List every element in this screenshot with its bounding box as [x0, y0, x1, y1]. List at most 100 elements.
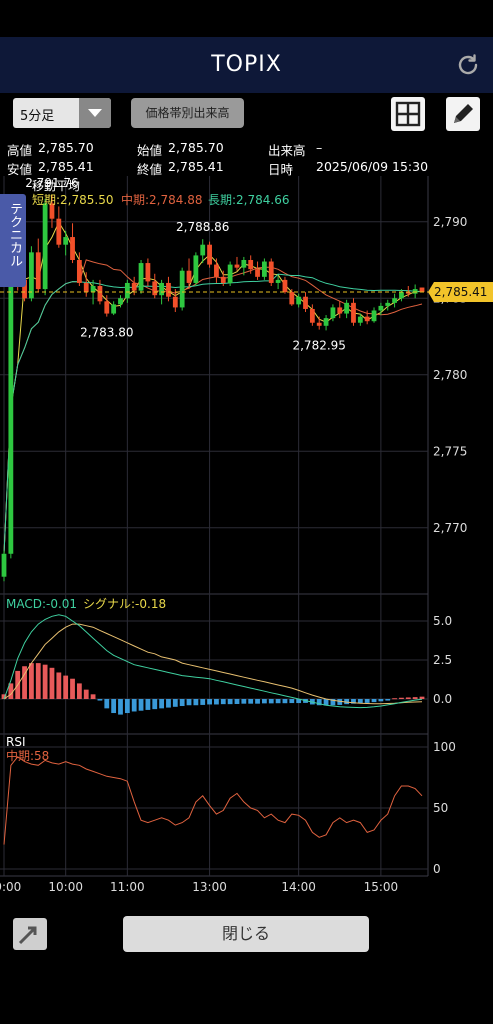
candle-body	[76, 260, 82, 283]
candle-body	[83, 282, 89, 293]
signal-label: シグナル:-0.18	[83, 597, 166, 611]
candle-body	[405, 292, 411, 294]
macd-histogram-bar	[83, 689, 89, 699]
candle-body	[419, 287, 425, 292]
macd-histogram-bar	[152, 699, 158, 710]
candle-body	[323, 318, 329, 326]
ma-title: 移動平均	[32, 179, 80, 193]
macd-tick-label: 2.5	[433, 653, 452, 667]
chart-area[interactable]: 2,791.76 2,783.80 2,788.86 2,782.95 2,790 2,…	[0, 176, 493, 896]
interval-label: 5分足	[20, 109, 55, 124]
candle-body	[193, 255, 199, 283]
macd-histogram-bar	[337, 699, 343, 705]
price-tick-label: 2,790	[433, 215, 467, 229]
extreme-annotation: 2,791.76	[25, 176, 78, 190]
candle-body	[111, 304, 117, 314]
low-value: 2,785.41	[38, 159, 94, 174]
macd-histogram-bar	[275, 699, 281, 704]
candle-body	[296, 296, 302, 305]
macd-histogram-bar	[378, 699, 384, 702]
macd-histogram-bar	[49, 667, 55, 699]
candle-body	[330, 307, 336, 319]
candle-body	[392, 298, 397, 303]
rsi-mid-label: 中期:58	[6, 748, 49, 763]
extreme-annotation: 2,782.95	[292, 339, 345, 353]
price-tick-label: 2,775	[433, 444, 467, 458]
candle-body	[186, 270, 192, 283]
page-title: TOPIX	[211, 52, 282, 77]
macd-histogram-bar	[248, 699, 254, 704]
rsi-tick-label: 100	[433, 740, 456, 754]
low-label: 安値	[7, 162, 33, 177]
candle-body	[255, 269, 260, 277]
technical-tab[interactable]: テクニカル	[0, 194, 26, 287]
macd-histogram-bar	[22, 666, 27, 699]
candle-body	[248, 260, 254, 270]
candle-body	[159, 282, 165, 296]
price-volume-button[interactable]: 価格帯別出来高	[131, 98, 244, 128]
macd-histogram-bar	[145, 699, 151, 710]
candle-body	[29, 252, 34, 299]
candle-body	[371, 310, 377, 322]
candle-body	[227, 264, 233, 283]
macd-histogram-bar	[193, 699, 199, 706]
macd-histogram-bar	[179, 699, 185, 707]
datetime-label: 日時	[268, 162, 294, 177]
candle-body	[309, 308, 315, 323]
header-bar: TOPIX	[0, 37, 493, 94]
extreme-annotation: 2,783.80	[80, 326, 133, 340]
time-tick-label: 13:00	[192, 880, 227, 894]
candle-body	[104, 301, 110, 314]
macd-histogram-bar	[330, 699, 336, 706]
candle-body	[378, 305, 384, 311]
macd-histogram-bar	[35, 663, 41, 699]
macd-histogram-bar	[124, 699, 130, 714]
macd-histogram-bar	[296, 699, 302, 704]
price-tick-label: 2,780	[433, 368, 467, 382]
candle-body	[234, 264, 240, 268]
ma-short-label: 短期:2,785.50	[32, 193, 113, 207]
macd-histogram-bar	[56, 672, 62, 699]
macd-histogram-bar	[220, 699, 226, 705]
macd-histogram-bar	[159, 699, 165, 709]
extreme-annotation: 2,788.86	[176, 220, 229, 234]
macd-histogram-bar	[29, 663, 34, 699]
candle-body	[357, 316, 363, 323]
macd-histogram-bar	[166, 699, 171, 708]
macd-histogram-bar	[8, 683, 14, 699]
candle-body	[399, 292, 404, 299]
candle-body	[179, 270, 185, 308]
macd-histogram-bar	[241, 699, 247, 704]
last-price-badge	[428, 281, 493, 302]
signal-line	[3, 623, 423, 705]
candle-body	[56, 218, 62, 245]
draw-button[interactable]	[446, 97, 480, 131]
macd-histogram-bar	[214, 699, 219, 705]
candle-body	[385, 302, 391, 306]
macd-histogram-bar	[289, 699, 295, 704]
rsi-line	[3, 756, 423, 845]
candle-body	[303, 296, 308, 309]
volume-value: –	[316, 140, 323, 155]
refresh-icon[interactable]	[455, 52, 481, 78]
macd-histogram-bar	[227, 699, 233, 705]
macd-histogram-bar	[419, 696, 425, 699]
interval-select[interactable]: 5分足	[13, 98, 111, 128]
macd-histogram-bar	[63, 675, 69, 699]
candle-body	[152, 281, 158, 296]
macd-histogram-bar	[207, 699, 212, 705]
close-button[interactable]: 閉じる	[123, 916, 369, 952]
back-nav-icon[interactable]	[11, 916, 49, 952]
macd-histogram-bar	[405, 697, 411, 699]
candle-body	[289, 292, 295, 305]
layout-grid-button[interactable]	[391, 97, 425, 131]
candle-body	[22, 279, 27, 299]
macd-histogram-bar	[118, 699, 123, 715]
macd-histogram-bar	[172, 699, 178, 707]
volume-label: 出来高	[268, 143, 306, 158]
candle-body	[138, 263, 144, 291]
candle-body	[412, 289, 418, 294]
datetime-value: 2025/06/09 15:30	[316, 159, 429, 174]
macd-histogram-bar	[392, 698, 397, 700]
technical-tab-label: テクニカル	[7, 202, 22, 267]
